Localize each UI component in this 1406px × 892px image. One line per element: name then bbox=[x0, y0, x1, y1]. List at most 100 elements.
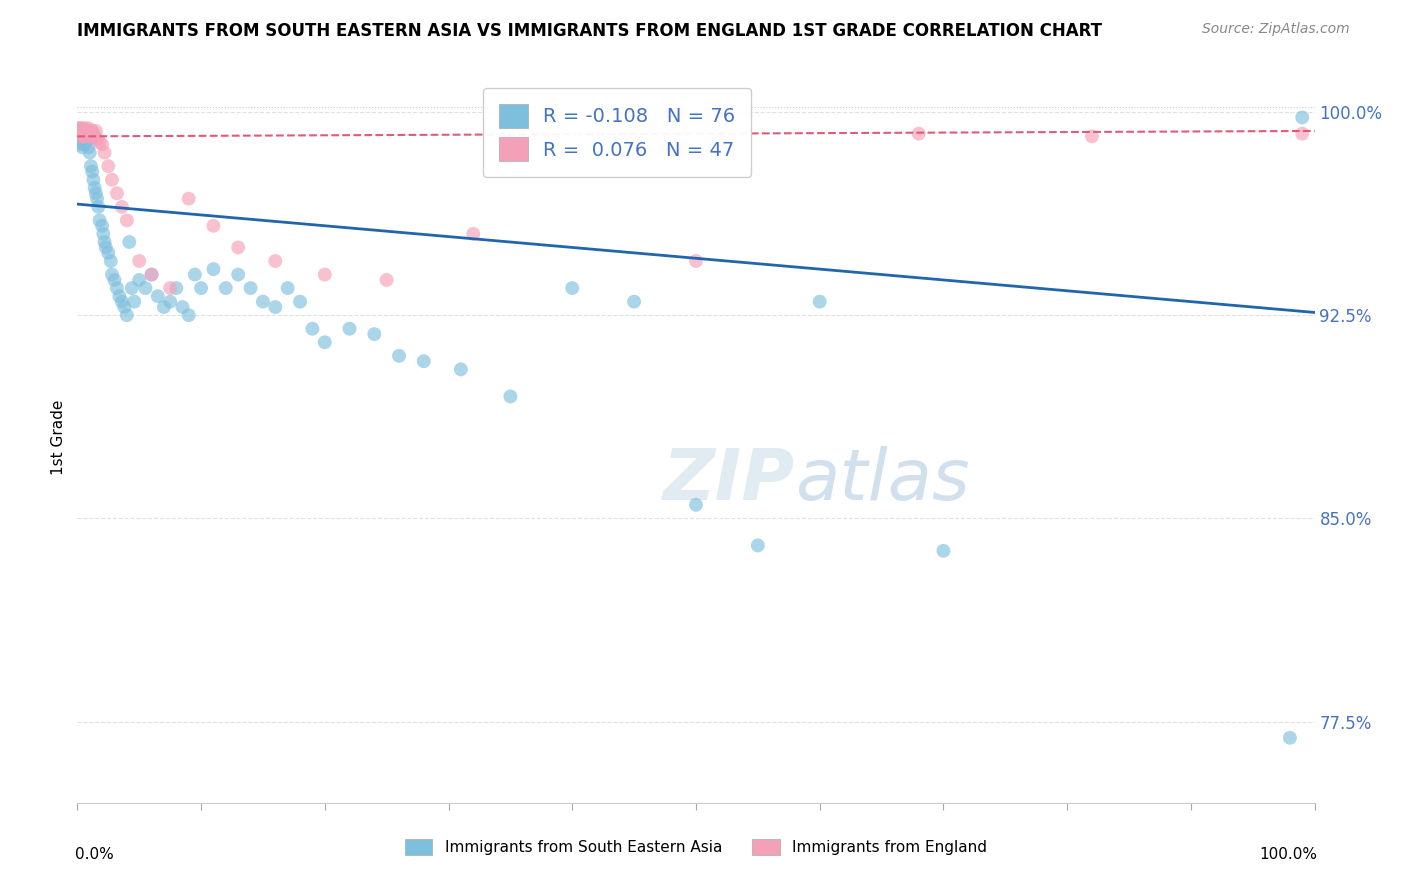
Point bbox=[105, 186, 128, 201]
Point bbox=[165, 281, 187, 295]
Point bbox=[115, 213, 138, 227]
Point bbox=[141, 268, 163, 282]
Point bbox=[91, 137, 114, 152]
Point bbox=[190, 281, 212, 295]
Point bbox=[82, 127, 104, 141]
Text: ZIP: ZIP bbox=[662, 447, 794, 516]
Point bbox=[75, 129, 97, 144]
Point bbox=[264, 300, 287, 314]
Point bbox=[239, 281, 262, 295]
Point bbox=[72, 140, 94, 154]
Point bbox=[111, 200, 134, 214]
Point bbox=[72, 132, 94, 146]
Y-axis label: 1st Grade: 1st Grade bbox=[51, 400, 66, 475]
Point bbox=[105, 281, 128, 295]
Point bbox=[122, 294, 145, 309]
Point bbox=[172, 300, 194, 314]
Point bbox=[1291, 127, 1313, 141]
Point bbox=[215, 281, 238, 295]
Point bbox=[70, 129, 93, 144]
Point bbox=[101, 172, 124, 186]
Point bbox=[67, 127, 90, 141]
Point bbox=[84, 124, 107, 138]
Point bbox=[79, 132, 101, 146]
Point bbox=[288, 294, 311, 309]
Point bbox=[91, 219, 114, 233]
Point bbox=[301, 322, 323, 336]
Point bbox=[69, 127, 91, 141]
Point bbox=[264, 254, 287, 268]
Point bbox=[77, 140, 100, 154]
Point bbox=[277, 281, 299, 295]
Point bbox=[685, 498, 707, 512]
Point bbox=[75, 129, 97, 144]
Point bbox=[128, 254, 150, 268]
Point bbox=[73, 127, 96, 141]
Point bbox=[115, 308, 138, 322]
Point bbox=[69, 121, 91, 136]
Point bbox=[76, 127, 98, 141]
Point bbox=[70, 124, 93, 138]
Point bbox=[82, 172, 104, 186]
Point bbox=[70, 124, 93, 138]
Point bbox=[79, 124, 101, 138]
Point bbox=[80, 159, 103, 173]
Point bbox=[375, 273, 398, 287]
Point bbox=[93, 235, 115, 249]
Point bbox=[177, 308, 200, 322]
Text: IMMIGRANTS FROM SOUTH EASTERN ASIA VS IMMIGRANTS FROM ENGLAND 1ST GRADE CORRELAT: IMMIGRANTS FROM SOUTH EASTERN ASIA VS IM… bbox=[77, 22, 1102, 40]
Point bbox=[108, 289, 131, 303]
Point bbox=[79, 145, 101, 160]
Point bbox=[112, 300, 135, 314]
Point bbox=[1278, 731, 1301, 745]
Point bbox=[153, 300, 176, 314]
Point bbox=[747, 538, 769, 552]
Point bbox=[103, 273, 125, 287]
Point bbox=[77, 121, 100, 136]
Point bbox=[72, 121, 94, 136]
Point bbox=[561, 281, 583, 295]
Point bbox=[463, 227, 485, 241]
Point bbox=[159, 294, 181, 309]
Point bbox=[202, 262, 225, 277]
Point bbox=[84, 186, 107, 201]
Point bbox=[314, 268, 336, 282]
Point bbox=[72, 124, 94, 138]
Point bbox=[86, 192, 108, 206]
Point bbox=[1291, 111, 1313, 125]
Point bbox=[83, 129, 105, 144]
Legend: R = -0.108   N = 76, R =  0.076   N = 47: R = -0.108 N = 76, R = 0.076 N = 47 bbox=[484, 88, 751, 177]
Point bbox=[67, 124, 90, 138]
Point bbox=[72, 124, 94, 138]
Text: Source: ZipAtlas.com: Source: ZipAtlas.com bbox=[1202, 22, 1350, 37]
Point bbox=[499, 389, 522, 403]
Point bbox=[623, 294, 645, 309]
Text: 100.0%: 100.0% bbox=[1260, 847, 1317, 862]
Point bbox=[121, 281, 143, 295]
Point bbox=[134, 281, 156, 295]
Point bbox=[72, 129, 94, 144]
Point bbox=[73, 121, 96, 136]
Point bbox=[97, 245, 120, 260]
Point bbox=[80, 129, 103, 144]
Point bbox=[72, 127, 94, 141]
Point bbox=[1081, 129, 1104, 144]
Point bbox=[101, 268, 124, 282]
Point bbox=[82, 124, 104, 138]
Point bbox=[252, 294, 274, 309]
Point bbox=[202, 219, 225, 233]
Point bbox=[128, 273, 150, 287]
Point bbox=[89, 135, 111, 149]
Point bbox=[73, 137, 96, 152]
Point bbox=[69, 132, 91, 146]
Point bbox=[226, 240, 249, 254]
Point bbox=[339, 322, 361, 336]
Point bbox=[77, 129, 100, 144]
Point bbox=[83, 181, 105, 195]
Point bbox=[87, 200, 110, 214]
Point bbox=[75, 124, 97, 138]
Point bbox=[450, 362, 472, 376]
Point bbox=[93, 145, 115, 160]
Point bbox=[94, 240, 117, 254]
Point bbox=[907, 127, 929, 141]
